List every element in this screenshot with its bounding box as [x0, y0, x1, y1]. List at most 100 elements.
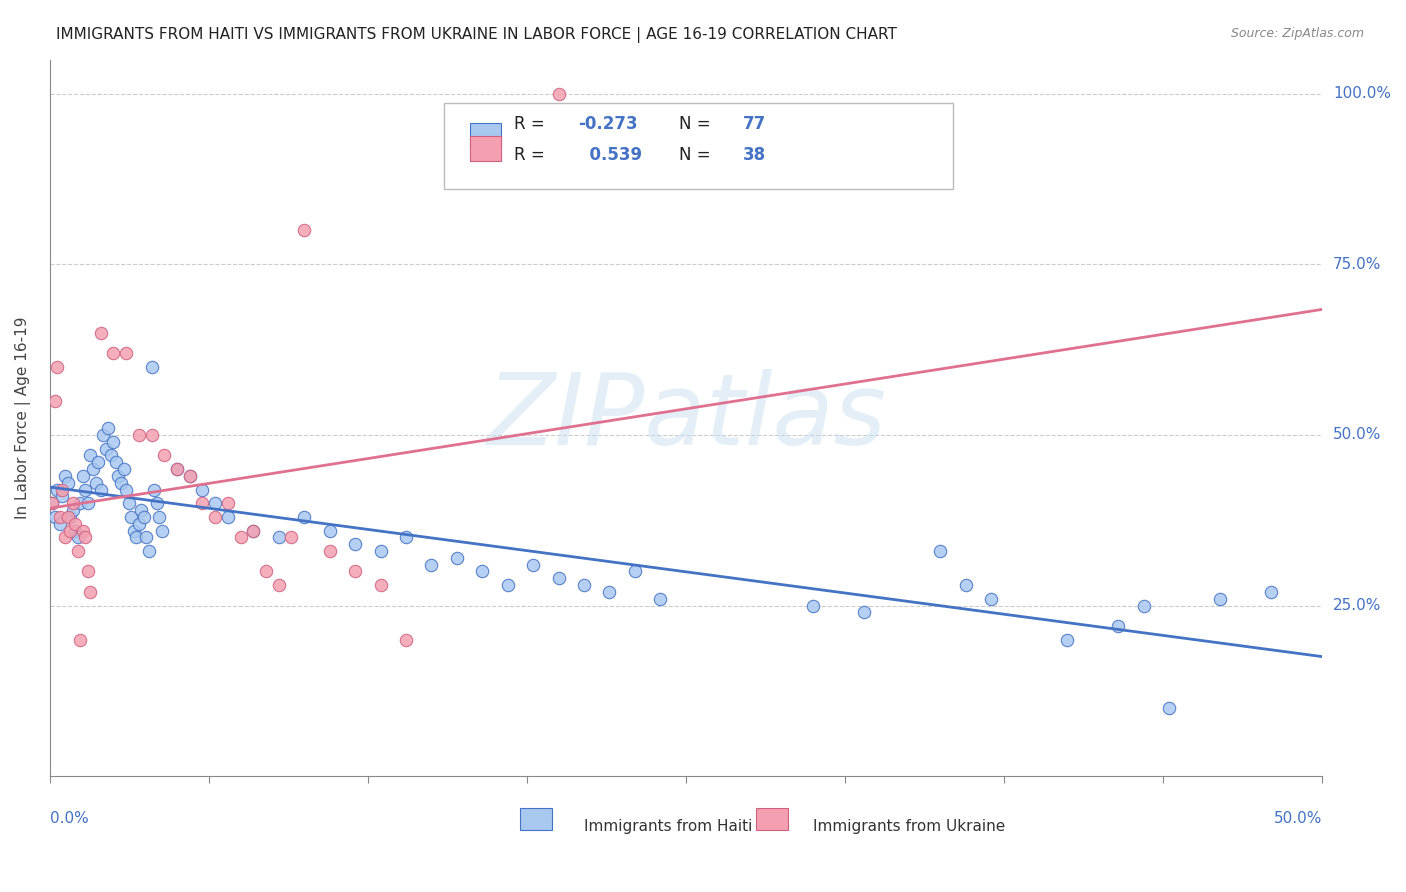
- Point: [77, 496, 100, 510]
- Text: 75.0%: 75.0%: [1333, 257, 1381, 272]
- FancyBboxPatch shape: [520, 808, 553, 830]
- Point: [280, 530, 302, 544]
- Point: [125, 530, 148, 544]
- Point: [135, 530, 157, 544]
- Point: [59, 524, 82, 538]
- Text: 0.0%: 0.0%: [49, 811, 89, 826]
- Point: [420, 558, 443, 572]
- Text: 77: 77: [742, 115, 766, 133]
- Point: [90, 326, 112, 340]
- Point: [141, 428, 163, 442]
- Point: [66, 530, 89, 544]
- Point: [46, 483, 69, 497]
- Point: [547, 87, 569, 101]
- Text: Immigrants from Ukraine: Immigrants from Ukraine: [813, 819, 1005, 834]
- Point: [217, 509, 239, 524]
- Point: [267, 578, 290, 592]
- Point: [344, 537, 367, 551]
- Point: [522, 558, 544, 572]
- Point: [166, 462, 188, 476]
- Point: [75, 530, 97, 544]
- Text: Immigrants from Haiti: Immigrants from Haiti: [583, 819, 752, 834]
- Point: [41, 496, 63, 510]
- Point: [53, 530, 76, 544]
- Point: [110, 475, 132, 490]
- Point: [446, 550, 468, 565]
- Text: 100.0%: 100.0%: [1333, 87, 1391, 101]
- Point: [91, 428, 114, 442]
- Point: [100, 449, 122, 463]
- Text: ZIPatlas: ZIPatlas: [486, 369, 886, 467]
- Point: [72, 469, 94, 483]
- Point: [292, 509, 315, 524]
- Point: [103, 346, 125, 360]
- Text: 50.0%: 50.0%: [1274, 811, 1322, 826]
- Point: [395, 632, 418, 647]
- Point: [547, 571, 569, 585]
- Point: [242, 524, 264, 538]
- Point: [44, 393, 66, 408]
- Point: [87, 455, 110, 469]
- Point: [318, 524, 340, 538]
- Point: [82, 462, 104, 476]
- Point: [77, 565, 100, 579]
- Point: [1056, 632, 1078, 647]
- Point: [51, 483, 73, 497]
- Text: N =: N =: [679, 115, 716, 133]
- Point: [69, 496, 91, 510]
- Point: [598, 585, 620, 599]
- Point: [624, 565, 647, 579]
- Point: [217, 496, 239, 510]
- Point: [56, 509, 79, 524]
- Point: [242, 524, 264, 538]
- Point: [84, 475, 107, 490]
- Point: [801, 599, 824, 613]
- Point: [370, 578, 392, 592]
- Point: [112, 462, 135, 476]
- Point: [66, 544, 89, 558]
- FancyBboxPatch shape: [470, 123, 502, 148]
- Y-axis label: In Labor Force | Age 16-19: In Labor Force | Age 16-19: [15, 317, 31, 519]
- Point: [138, 544, 160, 558]
- Point: [117, 496, 139, 510]
- Point: [79, 449, 101, 463]
- Point: [395, 530, 418, 544]
- Point: [1133, 599, 1156, 613]
- Point: [166, 462, 188, 476]
- Text: R =: R =: [515, 115, 550, 133]
- Point: [51, 489, 73, 503]
- Point: [145, 496, 167, 510]
- Text: Source: ZipAtlas.com: Source: ZipAtlas.com: [1230, 27, 1364, 40]
- Point: [148, 509, 170, 524]
- Point: [650, 591, 672, 606]
- Point: [104, 455, 127, 469]
- Text: -0.273: -0.273: [578, 115, 637, 133]
- Point: [1209, 591, 1232, 606]
- Point: [69, 632, 91, 647]
- Point: [254, 565, 277, 579]
- Point: [41, 496, 63, 510]
- Text: 0.539: 0.539: [578, 146, 641, 164]
- Point: [53, 469, 76, 483]
- Point: [980, 591, 1002, 606]
- Text: 25.0%: 25.0%: [1333, 598, 1381, 613]
- Point: [120, 509, 142, 524]
- Point: [496, 578, 519, 592]
- Point: [191, 483, 214, 497]
- Point: [59, 509, 82, 524]
- Point: [132, 509, 155, 524]
- Point: [929, 544, 952, 558]
- FancyBboxPatch shape: [756, 808, 787, 830]
- FancyBboxPatch shape: [470, 136, 502, 161]
- Point: [56, 475, 79, 490]
- Point: [75, 483, 97, 497]
- Point: [63, 516, 86, 531]
- Point: [115, 483, 138, 497]
- Point: [229, 530, 252, 544]
- Point: [1107, 619, 1129, 633]
- Point: [143, 483, 166, 497]
- Point: [344, 565, 367, 579]
- Point: [79, 585, 101, 599]
- Point: [63, 524, 86, 538]
- Point: [49, 509, 72, 524]
